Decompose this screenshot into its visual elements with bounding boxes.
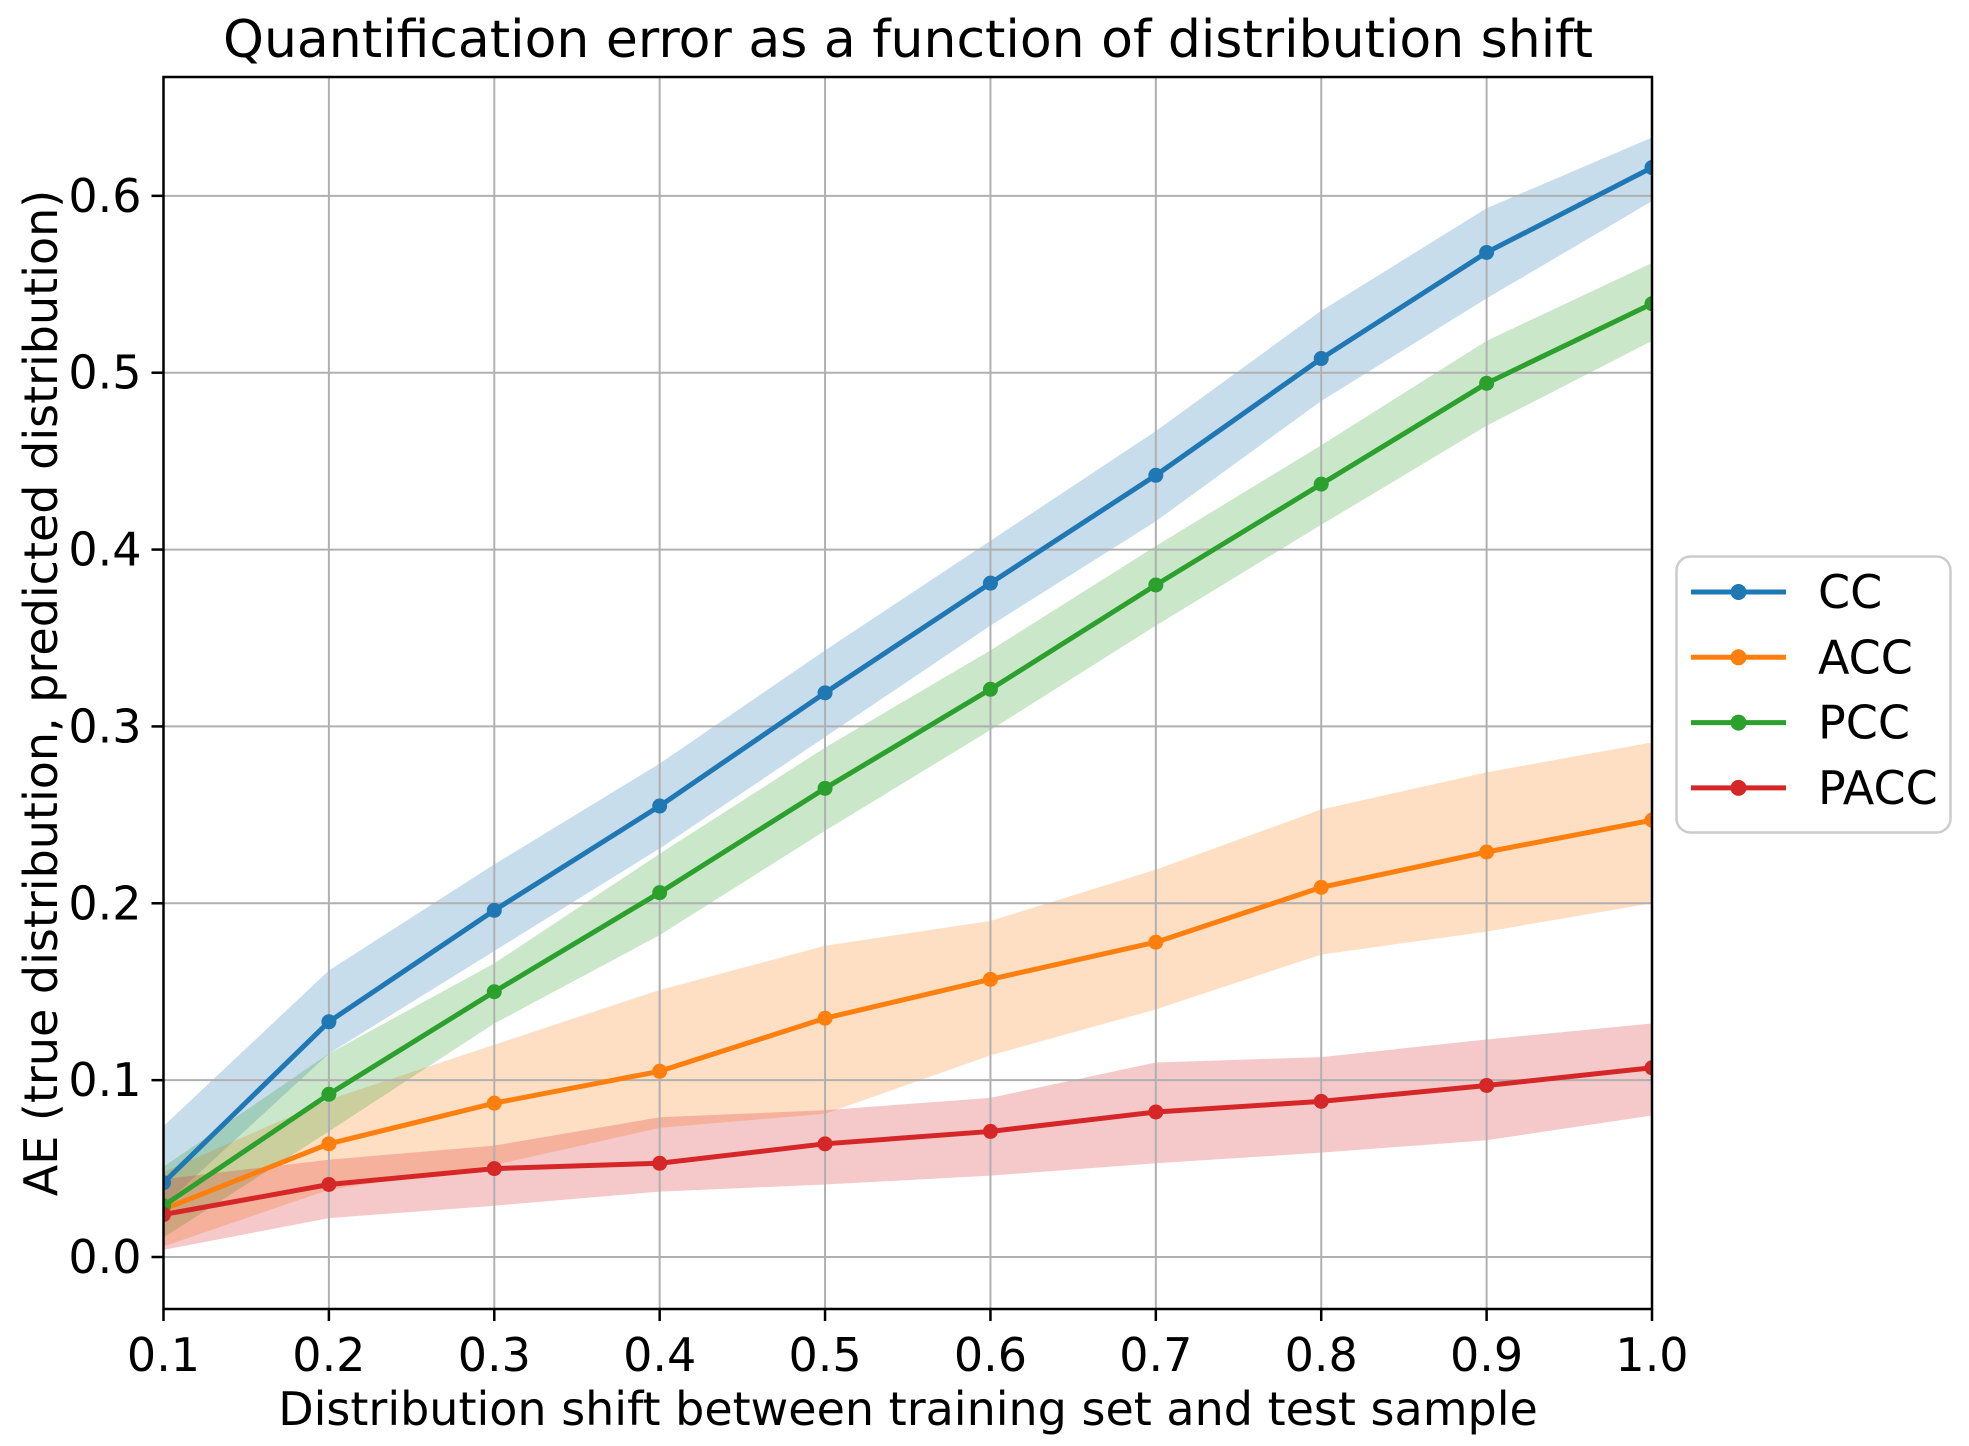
pacc-series	[163, 1060, 1652, 1223]
pacc-marker	[1644, 1060, 1652, 1076]
y-tick-label: 0.4	[68, 523, 141, 577]
pacc-marker	[652, 1155, 668, 1171]
pacc-marker	[1148, 1104, 1164, 1120]
acc-marker	[982, 971, 998, 987]
x-tick-label: 0.9	[1450, 1328, 1523, 1382]
legend-item-acc: ACC	[1691, 630, 1913, 684]
x-tick-label: 1.0	[1615, 1328, 1688, 1382]
legend-item-pacc: PACC	[1691, 761, 1938, 815]
acc-marker	[1644, 812, 1652, 828]
cc-marker	[321, 1014, 337, 1030]
acc-marker	[817, 1010, 833, 1026]
x-axis-label: Distribution shift between training set …	[278, 1382, 1538, 1436]
pacc-marker	[163, 1207, 171, 1223]
x-tick-label: 0.3	[458, 1328, 531, 1382]
confidence-bands	[163, 137, 1652, 1250]
pcc-marker	[982, 681, 998, 697]
legend-marker	[1730, 779, 1747, 796]
acc-marker	[321, 1136, 337, 1152]
pacc-line	[163, 1065, 1652, 1218]
pacc-marker	[982, 1123, 998, 1139]
pcc-marker	[1479, 375, 1495, 391]
y-tick-label: 0.5	[68, 346, 141, 400]
y-tick-label: 0.6	[68, 169, 141, 223]
cc-marker	[486, 902, 502, 918]
cc-marker	[1148, 467, 1164, 483]
acc-confidence-band	[163, 742, 1652, 1247]
y-tick-label: 0.2	[68, 876, 141, 930]
acc-marker	[1479, 844, 1495, 860]
cc-marker	[163, 1175, 171, 1191]
x-tick-label: 0.8	[1285, 1328, 1358, 1382]
legend-marker	[1730, 584, 1747, 600]
x-tick-label: 0.4	[623, 1328, 696, 1382]
chart-title: Quantification error as a function of di…	[223, 10, 1593, 70]
acc-marker	[652, 1063, 668, 1079]
legend: CC ACC PCC PACC	[1675, 555, 1952, 834]
acc-marker	[1148, 934, 1164, 950]
cc-confidence-band	[163, 137, 1652, 1206]
pacc-marker	[817, 1136, 833, 1152]
y-axis-label: AE (true distribution, predicted distrib…	[14, 190, 68, 1196]
acc-marker	[486, 1095, 502, 1111]
cc-marker	[1313, 351, 1329, 367]
y-tick-label: 0.0	[68, 1230, 141, 1284]
pacc-marker	[486, 1161, 502, 1177]
tick-labels: 0.1 0.2 0.3 0.4 0.5 0.6 0.7 0.8 0.9 1.0 0.0 0.1 0.2 0…	[68, 169, 1688, 1382]
pcc-line	[163, 301, 1652, 1209]
cc-marker	[982, 575, 998, 591]
cc-marker	[1479, 244, 1495, 260]
cc-marker	[817, 685, 833, 701]
pcc-marker	[1644, 296, 1652, 312]
acc-line	[163, 817, 1652, 1212]
cc-marker	[1644, 160, 1652, 176]
legend-marker	[1730, 714, 1747, 731]
y-tick-label: 0.3	[68, 699, 141, 753]
pcc-series	[163, 296, 1652, 1214]
legend-item-pcc: PCC	[1691, 696, 1910, 750]
cc-series	[163, 160, 1652, 1191]
legend-box	[1675, 555, 1952, 834]
pacc-marker	[321, 1176, 337, 1192]
x-tick-label: 0.5	[788, 1328, 861, 1382]
plot-border	[162, 75, 1654, 1311]
legend-label: ACC	[1818, 630, 1913, 684]
x-tick-label: 0.1	[127, 1328, 200, 1382]
acc-marker	[1313, 879, 1329, 895]
pcc-marker	[1148, 577, 1164, 593]
data-lines	[163, 160, 1652, 1223]
legend-label: PACC	[1818, 761, 1938, 815]
pacc-marker	[1313, 1093, 1329, 1109]
x-tick-label: 0.6	[954, 1328, 1027, 1382]
cc-marker	[652, 798, 668, 814]
pacc-marker	[1479, 1077, 1495, 1093]
x-tick-label: 0.2	[292, 1328, 365, 1382]
axes-spines	[162, 75, 1654, 1311]
y-tick-label: 0.1	[68, 1053, 141, 1107]
legend-label: PCC	[1818, 696, 1910, 750]
legend-marker	[1730, 649, 1747, 666]
legend-label: CC	[1818, 565, 1882, 619]
x-tick-label: 0.7	[1119, 1328, 1192, 1382]
pcc-marker	[1313, 476, 1329, 492]
cc-line	[163, 165, 1652, 1186]
pcc-marker	[321, 1086, 337, 1102]
tick-marks	[151, 194, 1654, 1321]
legend-item-cc: CC	[1691, 565, 1882, 619]
pcc-marker	[817, 780, 833, 796]
pcc-marker	[652, 885, 668, 901]
pcc-marker	[486, 984, 502, 1000]
